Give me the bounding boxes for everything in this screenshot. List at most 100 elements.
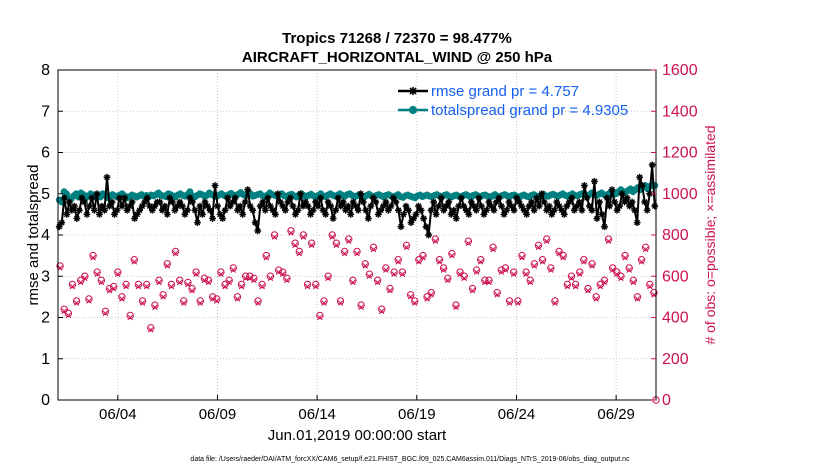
obs-possible-point [241, 272, 250, 280]
rmse-point [601, 223, 608, 231]
obs-assimilated-point [407, 294, 414, 300]
rmse-point [500, 210, 508, 218]
obs-assimilated-point [110, 285, 117, 292]
obs-assimilated-point [358, 304, 364, 310]
obs-assimilated-point [449, 252, 455, 259]
rmse-point [390, 194, 397, 202]
obs-possible-point [369, 243, 378, 252]
obs-possible-point [81, 272, 89, 280]
obs-assimilated-point [560, 254, 566, 261]
rmse-point [181, 210, 189, 218]
obs-assimilated-point [304, 283, 311, 290]
rmse-point [113, 206, 121, 214]
rmse-point [234, 206, 242, 214]
rmse-point [156, 198, 164, 206]
obs-possible-point [600, 276, 609, 285]
obs-possible-point [431, 235, 440, 243]
rmse-point [415, 202, 422, 210]
rmse-point [374, 210, 382, 218]
x-tick-label: 06/09 [199, 406, 237, 423]
obs-possible-point [340, 247, 349, 256]
obs-assimilated-point [494, 292, 500, 298]
rmse-point [246, 202, 254, 210]
obs-assimilated-point [399, 271, 406, 277]
rmse-point [442, 202, 450, 210]
rmse-point [402, 202, 410, 210]
obs-assimilated-point [440, 267, 447, 273]
obs-assimilated-point [267, 275, 274, 282]
rmse-point [613, 206, 621, 214]
obs-possible-point [518, 251, 526, 260]
obs-assimilated-point [527, 279, 533, 286]
obs-possible-point [163, 260, 171, 268]
rmse-point [623, 194, 631, 202]
obs-possible-point [262, 251, 270, 260]
obs-possible-point [291, 239, 299, 247]
rmse-point [236, 202, 244, 210]
rmse-point [108, 198, 116, 206]
obs-possible-point [208, 293, 217, 301]
obs-assimilated-point [259, 283, 265, 290]
obs-possible-point [637, 256, 646, 264]
obs-assimilated-point [168, 283, 175, 290]
rmse-point [405, 206, 412, 214]
obs-assimilated-point [263, 254, 270, 261]
rmse-point [495, 194, 503, 202]
obs-possible-point [316, 311, 324, 320]
obs-assimilated-point [490, 246, 496, 253]
obs-assimilated-point [535, 244, 542, 251]
obs-assimilated-point [288, 230, 294, 236]
rmse-point [307, 210, 314, 218]
rmse-point [508, 202, 515, 210]
rmse-point [575, 198, 583, 206]
obs-count-series [56, 227, 660, 404]
obs-possible-point [576, 268, 584, 276]
obs-assimilated-point [98, 279, 105, 286]
obs-assimilated-point [185, 281, 191, 288]
rmse-point [186, 194, 194, 202]
rmse-point [98, 202, 106, 210]
obs-possible-point [68, 280, 77, 289]
obs-assimilated-point [515, 300, 521, 306]
rmse-point [264, 194, 272, 202]
rmse-point [319, 206, 327, 214]
obs-possible-point [188, 284, 196, 293]
rmse-point [199, 210, 206, 218]
rmse-point [106, 202, 113, 210]
rmse-point [513, 194, 520, 202]
rmse-point [633, 219, 641, 227]
obs-possible-point [439, 264, 448, 272]
rmse-point [372, 198, 380, 206]
obs-assimilated-point [148, 327, 154, 333]
rmse-point [563, 202, 571, 210]
rmse-point [540, 198, 548, 206]
obs-possible-point [229, 264, 237, 272]
obs-assimilated-point [226, 279, 232, 286]
obs-possible-point [118, 293, 126, 301]
obs-assimilated-point [193, 271, 199, 277]
rmse-point [392, 198, 400, 206]
obs-possible-point [200, 274, 209, 283]
obs-possible-point [89, 251, 97, 260]
rmse-point [488, 202, 495, 210]
rmse-point [435, 202, 443, 210]
obs-assimilated-point [403, 244, 410, 251]
obs-possible-point [378, 305, 386, 313]
rmse-point [63, 210, 71, 218]
rmse-point [583, 194, 591, 202]
obs-possible-point [130, 256, 138, 264]
rmse-point [287, 194, 294, 202]
obs-possible-point [555, 247, 563, 256]
rmse-point [161, 202, 169, 210]
obs-assimilated-point [275, 269, 282, 275]
y-tick-left-label: 1 [41, 351, 50, 368]
rmse-point [465, 210, 473, 218]
obs-assimilated-point [197, 300, 204, 306]
obs-assimilated-point [444, 277, 451, 284]
rmse-point [189, 198, 196, 206]
obs-possible-point [390, 268, 398, 276]
obs-possible-point [559, 251, 567, 260]
rmse-point [219, 215, 226, 222]
obs-possible-point [567, 272, 576, 280]
